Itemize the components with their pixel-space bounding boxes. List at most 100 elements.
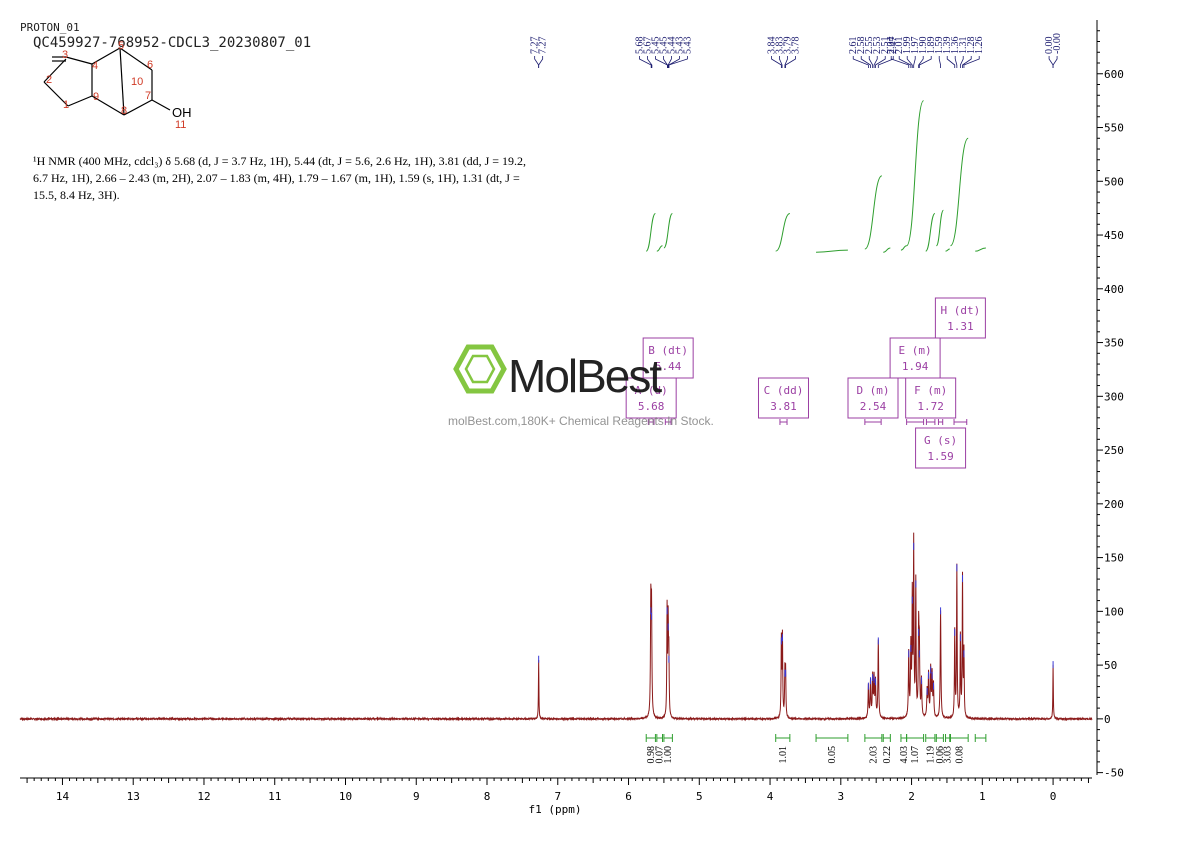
multiplet-box-f [905, 377, 957, 419]
integral-curve-13 [975, 247, 986, 252]
multiplet-shift-c: 3.81 [770, 400, 797, 413]
peak-label-2-3: 3.78 [790, 37, 801, 55]
integral-curve-9 [925, 213, 936, 252]
peak-label-4-7: 1.39 [942, 37, 953, 55]
peak-label-group-0: 7.277.27 [530, 37, 549, 68]
y-tick-label-450: 450 [1104, 229, 1124, 242]
x-tick-label-3: 3 [837, 790, 844, 803]
multiplet-shift-a: 5.68 [638, 400, 665, 413]
peak-label-leader-4-8 [954, 56, 958, 68]
peak-label-3-3: 2.53 [872, 37, 883, 55]
y-tick-label-350: 350 [1104, 337, 1124, 350]
multiplet-c: C (dd) 3.81 [757, 377, 809, 425]
multiplet-box-c [757, 377, 809, 419]
multiplet-box-d [847, 377, 899, 419]
peak-label-leader-1-6 [668, 56, 688, 68]
multiplet-label-b: B (dt) [648, 344, 688, 357]
peak-label-4-0: 2.04 [886, 37, 897, 55]
integral-value-2: 1.00 [663, 746, 674, 764]
peak-label-leader-3-0 [852, 56, 869, 68]
peak-label-leader-4-11 [963, 56, 980, 68]
peak-label-1-4: 5.44 [666, 37, 677, 55]
integral-value-12: 0.08 [954, 746, 965, 764]
multiplet-shift-e: 1.94 [902, 360, 929, 373]
y-tick-label-100: 100 [1104, 605, 1124, 618]
peak-label-4-8: 1.36 [950, 37, 961, 55]
peak-label-leader-4-1 [898, 56, 912, 68]
y-tick-label-0: 0 [1104, 713, 1111, 726]
peak-label-3-4: 2.51 [880, 37, 891, 55]
peak-label-1-1: 5.67 [642, 37, 653, 55]
spectrum-trace-group [19, 532, 1093, 722]
y-tick-label-300: 300 [1104, 390, 1124, 403]
peak-label-leader-4-4 [918, 56, 924, 68]
y-tick-label-600: 600 [1104, 68, 1124, 81]
peak-label-4-5: 1.89 [926, 37, 937, 55]
x-tick-label-9: 9 [413, 790, 420, 803]
multiplet-label-d: D (m) [856, 384, 889, 397]
peak-label-leader-1-1 [647, 56, 653, 68]
multiplet-shift-f: 1.72 [917, 400, 944, 413]
y-tick-label-500: 500 [1104, 175, 1124, 188]
watermark: MolBest molBest.com,180K+ Chemical Reage… [448, 344, 714, 428]
integral-value-8: 1.07 [910, 746, 921, 764]
atom-label-2: 2 [46, 74, 52, 86]
atom-label-11: 11 [175, 119, 186, 131]
multiplet-box-g [915, 427, 967, 469]
integral-curve-6 [883, 247, 891, 253]
multiplet-box-h [934, 297, 986, 339]
x-tick-label-5: 5 [696, 790, 703, 803]
peak-label-leader-1-3 [663, 56, 668, 68]
peak-label-leader-3-2 [868, 56, 874, 68]
peak-label-group-5: 0.00-0.00 [1044, 33, 1063, 68]
y-tick-label-400: 400 [1104, 283, 1124, 296]
peak-label-leader-3-4 [875, 56, 886, 68]
peak-label-4-4: 1.90 [918, 37, 929, 55]
atom-label-4: 4 [92, 60, 98, 72]
atom-label-9: 9 [93, 91, 99, 103]
nmr-description-line-3: 15.5, 8.4 Hz, 3H). [33, 188, 120, 202]
peak-label-leader-4-5 [918, 56, 932, 68]
integral-curve-1 [656, 245, 663, 252]
multiplet-shift-d: 2.54 [860, 400, 887, 413]
integral-value-7: 4.03 [899, 746, 910, 764]
peak-label-0-0: 7.27 [530, 37, 541, 55]
peak-label-2-1: 3.83 [774, 37, 785, 55]
peak-label-leader-2-0 [771, 56, 782, 68]
x-tick-label-11: 11 [268, 790, 281, 803]
integral-curves [645, 100, 986, 253]
integral-value-1: 0.07 [655, 746, 666, 764]
integral-value-3: 1.01 [778, 746, 789, 764]
integral-curve-12 [950, 137, 969, 247]
integral-value-11: 3.03 [943, 746, 954, 764]
integral-curve-7 [900, 245, 907, 251]
multiplet-f: F (m) 1.72 [905, 377, 957, 425]
x-tick-label-0: 0 [1050, 790, 1057, 803]
x-axis-label: f1 (ppm) [529, 803, 582, 816]
multiplet-b: B (dt) 5.44 [642, 337, 694, 425]
watermark-brand: MolBest [508, 350, 662, 402]
multiplet-shift-h: 1.31 [947, 320, 974, 333]
multiplet-shift-b: 5.44 [655, 360, 682, 373]
integral-value-9: 1.19 [925, 746, 936, 764]
peak-label-leader-2-1 [779, 56, 783, 68]
multiplet-g: G (s) 1.59 [915, 419, 967, 469]
multiplet-label-e: E (m) [899, 344, 932, 357]
hydroxyl-label: OH [172, 105, 192, 120]
peak-label-1-6: 5.43 [682, 37, 693, 55]
peak-label-4-11: 1.26 [974, 37, 985, 55]
y-tick-label-50: 50 [1104, 659, 1117, 672]
peak-label-1-0: 5.68 [634, 37, 645, 55]
multiplet-d: D (m) 2.54 [847, 377, 899, 425]
integral-curve-8 [906, 100, 925, 247]
experiment-name: PROTON_01 [20, 21, 80, 34]
atom-label-10: 10 [131, 76, 143, 88]
peak-label-group-1: 5.685.675.455.455.445.435.43 [634, 37, 693, 68]
peak-label-group-2: 3.843.833.793.78 [766, 37, 801, 68]
multiplet-h: H (dt) 1.31 [934, 297, 986, 425]
peak-label-4-2: 1.99 [902, 37, 913, 55]
x-tick-label-6: 6 [625, 790, 632, 803]
y-tick-label--50: -50 [1104, 767, 1124, 780]
peak-label-leader-0-0 [534, 56, 540, 68]
peak-label-group-3: 2.612.582.552.532.512.47 [848, 37, 899, 68]
